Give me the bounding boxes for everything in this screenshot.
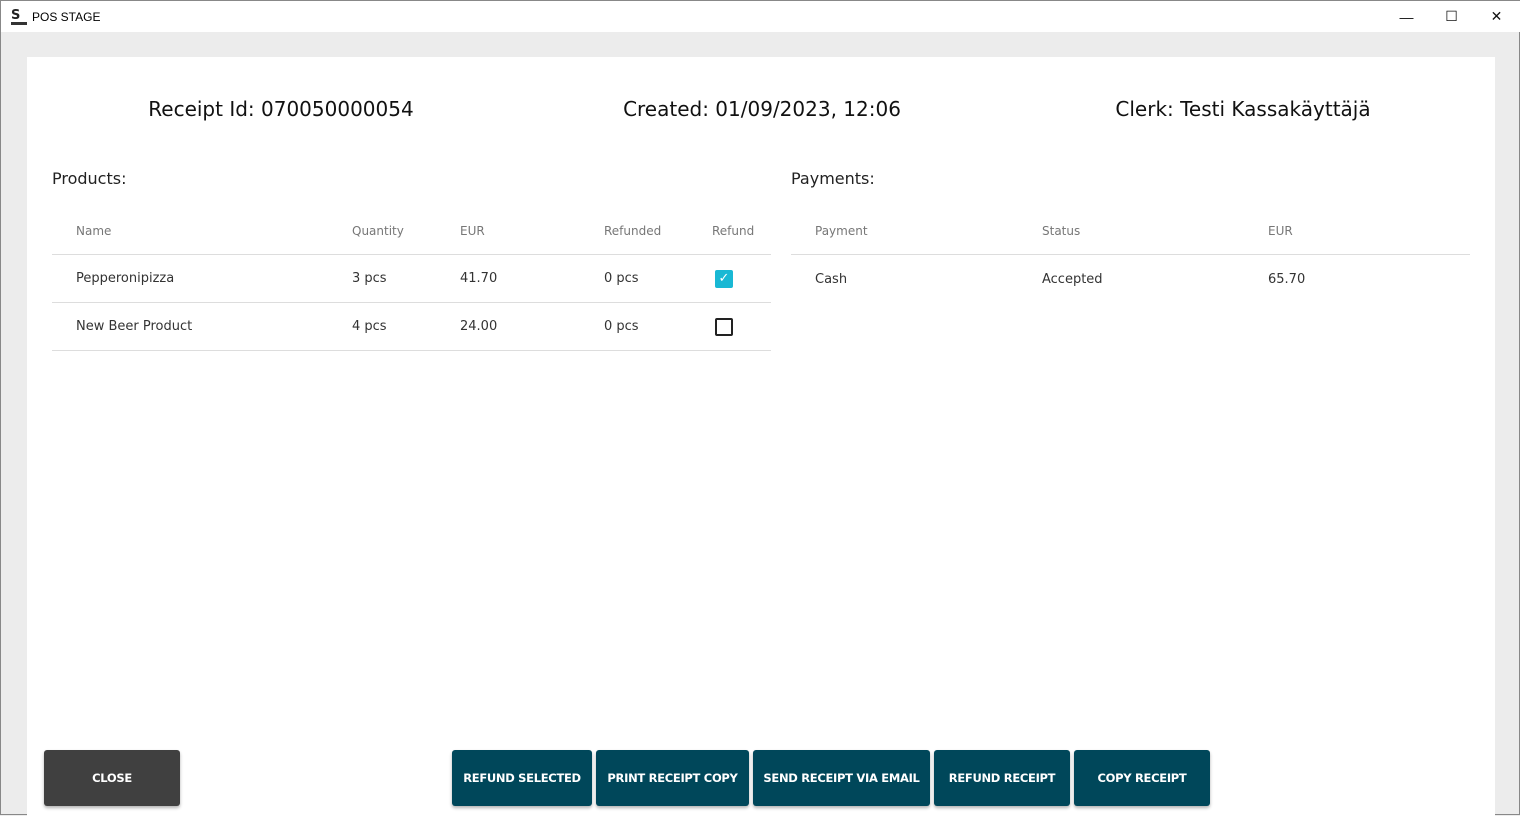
col-eur: EUR [460, 223, 485, 238]
product-eur: 24.00 [460, 319, 498, 334]
receipt-id: Receipt Id: 070050000054 [148, 97, 414, 121]
col-name: Name [76, 223, 112, 238]
copy-receipt-button[interactable]: COPY RECEIPT [1074, 750, 1210, 806]
minimize-button[interactable]: — [1399, 8, 1414, 25]
products-title: Products: [52, 169, 127, 188]
created-date: Created: 01/09/2023, 12:06 [623, 97, 901, 121]
receipt-panel: Receipt Id: 070050000054 Created: 01/09/… [27, 57, 1495, 816]
product-quantity: 4 pcs [352, 319, 387, 334]
send-receipt-email-button[interactable]: SEND RECEIPT VIA EMAIL [753, 750, 930, 806]
maximize-button[interactable]: ☐ [1445, 8, 1458, 24]
payment-eur: 65.70 [1268, 271, 1306, 287]
product-quantity: 3 pcs [352, 271, 387, 286]
refund-checkbox[interactable] [715, 317, 733, 336]
product-eur: 41.70 [460, 271, 498, 286]
col-refund: Refund [712, 223, 755, 238]
products-table: Name Quantity EUR Refunded Refund Pepper… [52, 207, 771, 351]
refund-selected-button[interactable]: REFUND SELECTED [452, 750, 592, 806]
title-bar: S POS STAGE — ☐ ✕ [1, 1, 1520, 32]
product-refunded: 0 pcs [604, 271, 639, 286]
window-title: POS STAGE [32, 9, 101, 24]
close-button[interactable]: CLOSE [44, 750, 180, 806]
table-row: New Beer Product 4 pcs 24.00 0 pcs [52, 303, 771, 351]
payment-type: Cash [815, 271, 848, 287]
product-name: Pepperonipizza [76, 271, 175, 286]
close-window-button[interactable]: ✕ [1490, 8, 1503, 24]
print-receipt-copy-button[interactable]: PRINT RECEIPT COPY [596, 750, 749, 806]
products-header-row: Name Quantity EUR Refunded Refund [52, 207, 771, 255]
col-payment: Payment [815, 223, 868, 238]
table-row: Pepperonipizza 3 pcs 41.70 0 pcs ✓ [52, 255, 771, 303]
payments-title: Payments: [791, 169, 875, 188]
product-name: New Beer Product [76, 319, 193, 334]
app-logo-icon: S [11, 8, 27, 25]
col-refunded: Refunded [604, 223, 662, 238]
clerk-name: Clerk: Testi Kassakäyttäjä [1115, 97, 1371, 121]
col-eur: EUR [1268, 223, 1293, 238]
refund-checkbox[interactable]: ✓ [715, 269, 733, 288]
col-quantity: Quantity [352, 223, 404, 238]
payments-table: Payment Status EUR Cash Accepted 65.70 [791, 207, 1470, 303]
refund-receipt-button[interactable]: REFUND RECEIPT [934, 750, 1070, 806]
payments-header-row: Payment Status EUR [791, 207, 1470, 255]
col-status: Status [1042, 223, 1081, 238]
table-row: Cash Accepted 65.70 [791, 255, 1470, 303]
payment-status: Accepted [1042, 271, 1103, 287]
product-refunded: 0 pcs [604, 319, 639, 334]
